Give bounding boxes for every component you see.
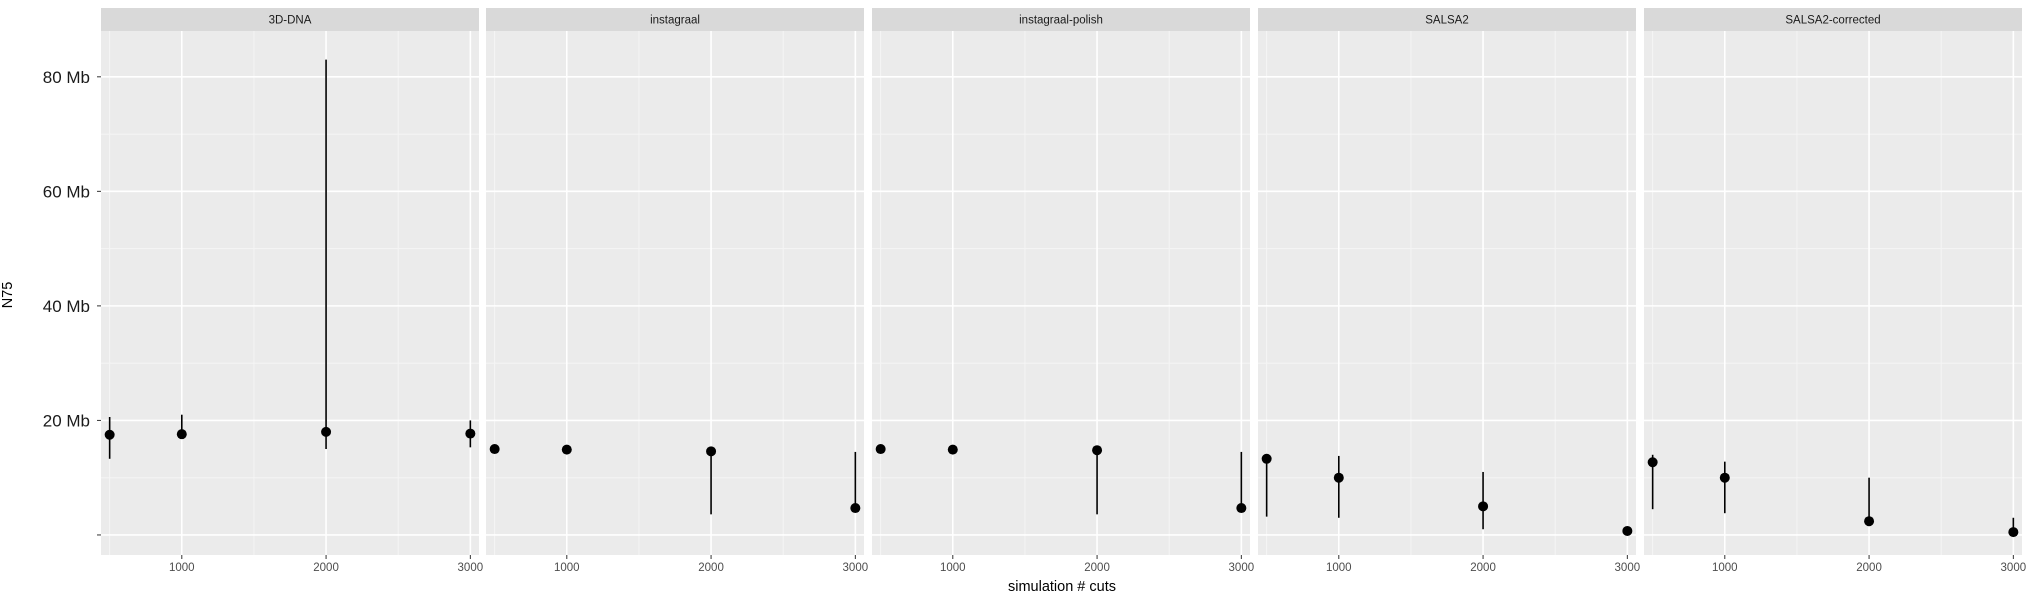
facet-strip <box>101 8 479 31</box>
data-point <box>2008 527 2019 538</box>
data-point <box>1719 472 1730 483</box>
panel-background <box>486 31 864 555</box>
data-point <box>850 503 861 514</box>
x-tick-label: 2000 <box>698 562 724 574</box>
x-tick-label: 1000 <box>1712 562 1738 574</box>
data-point <box>176 429 187 440</box>
facet-strip <box>872 8 1250 31</box>
facet-panels: 3D-DNA 1000 2000 3000 instagraal 1000 2000 3000… <box>101 8 2026 574</box>
facet-strip <box>1644 8 2022 31</box>
facet-strip <box>1258 8 1636 31</box>
x-tick-label: 1000 <box>554 562 580 574</box>
data-point <box>489 444 500 455</box>
data-point <box>947 444 958 455</box>
y-tick-label: 60 Mb <box>43 182 90 201</box>
facet-strip-label: SALSA2 <box>1425 15 1468 27</box>
data-point <box>321 426 332 437</box>
data-point <box>1478 501 1489 512</box>
panel-background <box>101 31 479 555</box>
panel-background <box>872 31 1250 555</box>
y-axis: 20 Mb 40 Mb 60 Mb 80 Mb <box>43 68 101 536</box>
x-axis-title: simulation # cuts <box>1008 579 1116 595</box>
facet-panel: SALSA2 1000 2000 3000 <box>1258 8 1640 574</box>
x-tick-label: 3000 <box>1615 562 1641 574</box>
x-tick-label: 3000 <box>1229 562 1255 574</box>
data-point <box>1622 525 1633 536</box>
facet-panel: SALSA2-corrected 1000 2000 3000 <box>1644 8 2026 574</box>
facet-strip <box>486 8 864 31</box>
x-tick-label: 1000 <box>940 562 966 574</box>
x-tick-label: 2000 <box>1470 562 1496 574</box>
x-tick-label: 3000 <box>843 562 869 574</box>
panel-background <box>1258 31 1636 555</box>
facet-strip-label: SALSA2-corrected <box>1785 15 1880 27</box>
data-point <box>1864 516 1875 527</box>
data-point <box>1333 472 1344 483</box>
x-tick-label: 3000 <box>458 562 484 574</box>
y-tick-label: 40 Mb <box>43 297 90 316</box>
data-point <box>1092 445 1103 456</box>
y-tick-label: 20 Mb <box>43 411 90 430</box>
data-point <box>1236 503 1247 514</box>
facet-strip-label: instagraal-polish <box>1019 15 1103 27</box>
x-tick-label: 2000 <box>313 562 339 574</box>
data-point <box>875 444 886 455</box>
x-tick-label: 2000 <box>1084 562 1110 574</box>
data-point <box>465 428 476 439</box>
data-point <box>1647 457 1658 468</box>
facet-strip-label: instagraal <box>650 15 700 27</box>
data-point <box>561 444 572 455</box>
facet-panel: instagraal-polish 1000 2000 3000 <box>872 8 1254 574</box>
data-point <box>1261 453 1272 464</box>
y-axis-title: N75 <box>0 282 16 309</box>
panel-background <box>1644 31 2022 555</box>
x-tick-label: 1000 <box>169 562 195 574</box>
x-tick-label: 2000 <box>1856 562 1882 574</box>
y-tick-label: 80 Mb <box>43 68 90 87</box>
x-tick-label: 1000 <box>1326 562 1352 574</box>
facet-panel: 3D-DNA 1000 2000 3000 <box>101 8 483 574</box>
facet-panel: instagraal 1000 2000 3000 <box>486 8 868 574</box>
x-tick-label: 3000 <box>2001 562 2027 574</box>
data-point <box>104 429 115 440</box>
facet-strip-label: 3D-DNA <box>269 15 312 27</box>
data-point <box>706 446 717 457</box>
